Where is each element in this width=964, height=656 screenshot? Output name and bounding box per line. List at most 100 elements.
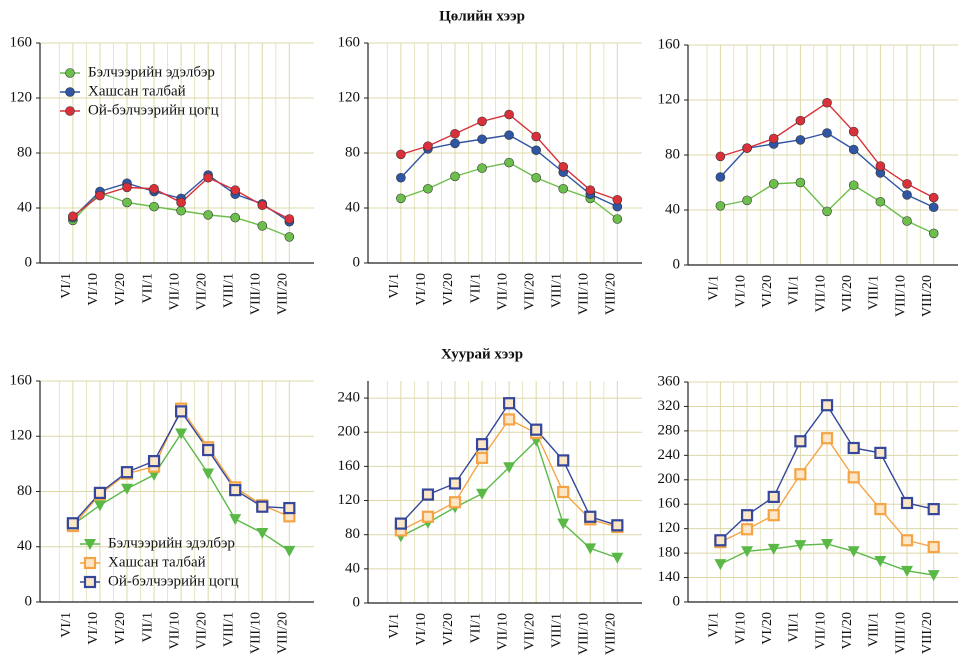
legend-label: Ой-бэлчээрийн цогц xyxy=(88,102,219,118)
marker xyxy=(794,435,807,448)
x-tick-label: VI/1 xyxy=(707,612,722,638)
marker xyxy=(423,183,433,194)
marker xyxy=(584,543,597,555)
x-tick-label: VIII/1 xyxy=(221,273,236,308)
legend-marker xyxy=(83,556,97,570)
marker xyxy=(874,556,887,568)
marker xyxy=(794,540,807,552)
y-tick-label: 0 xyxy=(353,254,361,270)
x-tick-label: VI/1 xyxy=(59,612,74,638)
marker xyxy=(504,157,514,168)
marker xyxy=(740,509,754,522)
marker xyxy=(848,180,859,191)
marker xyxy=(203,172,213,183)
marker xyxy=(847,471,860,484)
marker xyxy=(423,141,433,151)
marker xyxy=(557,485,570,499)
marker xyxy=(202,443,215,457)
marker xyxy=(820,399,834,412)
marker xyxy=(477,116,487,127)
y-tick-label: 180 xyxy=(658,545,681,561)
marker xyxy=(742,143,752,153)
marker xyxy=(822,128,832,138)
marker xyxy=(93,500,106,512)
marker xyxy=(847,441,860,455)
marker xyxy=(122,182,132,193)
y-tick-label: 160 xyxy=(338,458,361,474)
marker xyxy=(584,510,597,523)
legend-label: Ой-бэлчээрийн цогц xyxy=(108,573,239,589)
marker xyxy=(284,232,295,242)
marker xyxy=(149,183,159,194)
y-tick-label: 160 xyxy=(338,34,361,50)
x-tick-label: VIII/10 xyxy=(577,273,592,315)
marker xyxy=(821,538,834,550)
y-tick-label: 120 xyxy=(338,89,361,105)
marker xyxy=(504,130,514,140)
section-title: Цөлийн хээр xyxy=(439,8,525,24)
y-tick-label: 40 xyxy=(345,199,360,215)
y-tick-label: 120 xyxy=(338,492,361,508)
marker xyxy=(421,488,435,501)
x-tick-label: VII/1 xyxy=(787,275,802,305)
marker xyxy=(900,534,914,547)
marker xyxy=(477,163,487,173)
y-tick-label: 280 xyxy=(658,422,681,438)
marker xyxy=(176,205,186,216)
y-tick-label: 80 xyxy=(17,483,32,499)
marker xyxy=(396,149,406,160)
y-tick-label: 360 xyxy=(658,373,681,389)
x-tick-label: VI/10 xyxy=(733,612,748,645)
marker xyxy=(477,134,487,145)
marker xyxy=(557,454,570,467)
x-tick-label: VIII/20 xyxy=(604,613,619,655)
marker xyxy=(927,503,940,516)
x-tick-label: VIII/1 xyxy=(221,612,236,647)
x-tick-label: VIII/1 xyxy=(549,273,564,308)
x-tick-label: VII/1 xyxy=(787,612,802,642)
marker xyxy=(902,190,912,200)
marker xyxy=(450,138,460,149)
marker xyxy=(715,201,726,211)
marker xyxy=(203,210,213,220)
legend-marker xyxy=(65,68,75,78)
marker xyxy=(531,172,541,183)
x-tick-label: VI/10 xyxy=(414,273,429,306)
x-tick-label: VII/20 xyxy=(840,275,855,312)
marker xyxy=(229,514,242,526)
marker xyxy=(283,501,296,515)
y-tick-label: 240 xyxy=(658,447,681,463)
x-tick-label: VIII/20 xyxy=(920,612,935,654)
marker xyxy=(875,161,886,171)
y-tick-label: 120 xyxy=(10,89,33,105)
marker xyxy=(742,195,752,206)
marker xyxy=(421,510,435,523)
marker xyxy=(848,144,859,155)
marker xyxy=(475,451,489,464)
marker xyxy=(120,483,133,495)
marker xyxy=(475,438,489,451)
marker xyxy=(927,570,940,582)
x-tick-label: VII/10 xyxy=(813,275,828,312)
marker xyxy=(795,135,806,145)
x-tick-label: VI/20 xyxy=(760,275,775,308)
marker xyxy=(531,145,541,156)
x-tick-label: VIII/10 xyxy=(249,273,264,315)
marker xyxy=(715,172,726,182)
y-tick-label: 40 xyxy=(17,199,32,215)
marker xyxy=(901,565,914,577)
legend-marker xyxy=(83,575,97,589)
marker xyxy=(230,212,241,223)
marker xyxy=(503,413,516,426)
marker xyxy=(741,546,754,558)
marker xyxy=(927,540,940,554)
x-tick-label: VIII/20 xyxy=(276,612,291,654)
y-tick-label: 40 xyxy=(17,538,32,554)
marker xyxy=(611,552,624,564)
x-tick-label: VIII/1 xyxy=(867,275,882,310)
marker xyxy=(767,543,780,555)
marker xyxy=(740,523,754,536)
marker xyxy=(256,500,269,513)
marker xyxy=(874,446,887,459)
section-title: Хуурай хээр xyxy=(441,346,523,362)
